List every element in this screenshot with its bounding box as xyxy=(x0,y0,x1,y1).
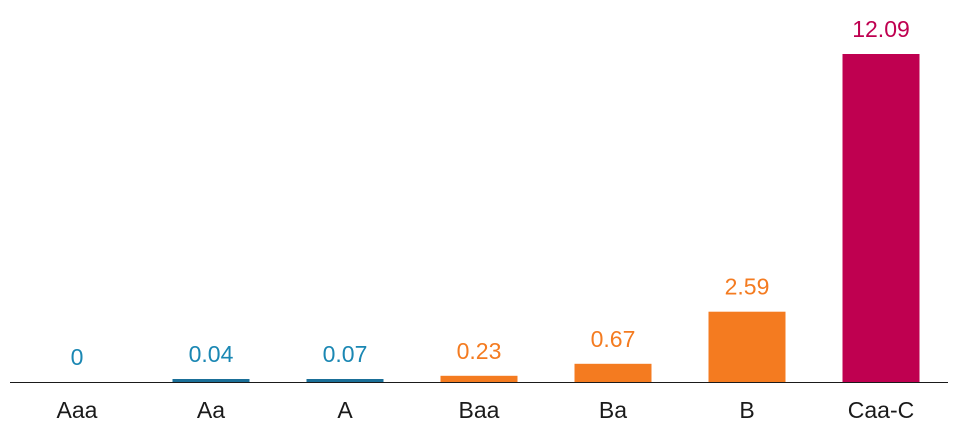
bar-aa xyxy=(173,379,250,382)
value-label-a: 0.07 xyxy=(323,341,368,367)
value-label-baa: 0.23 xyxy=(457,338,502,364)
value-label-aa: 0.04 xyxy=(189,341,234,367)
category-label-a: A xyxy=(337,397,353,423)
category-label-caa-c: Caa-C xyxy=(848,397,914,423)
category-label-aaa: Aaa xyxy=(57,397,98,423)
value-label-aaa: 0 xyxy=(71,344,84,370)
value-label-b: 2.59 xyxy=(725,274,770,300)
category-label-b: B xyxy=(739,397,754,423)
bar-caa-c xyxy=(843,54,920,382)
bars-group xyxy=(173,54,920,382)
category-label-aa: Aa xyxy=(197,397,225,423)
bar-a xyxy=(307,379,384,382)
bar-b xyxy=(709,312,786,382)
category-label-ba: Ba xyxy=(599,397,627,423)
value-label-caa-c: 12.09 xyxy=(852,16,910,42)
bar-baa xyxy=(441,376,518,382)
bar-ba xyxy=(575,364,652,382)
value-label-ba: 0.67 xyxy=(591,326,636,352)
category-labels-group: Aaa Aa A Baa Ba B Caa-C xyxy=(57,397,915,423)
category-label-baa: Baa xyxy=(459,397,500,423)
